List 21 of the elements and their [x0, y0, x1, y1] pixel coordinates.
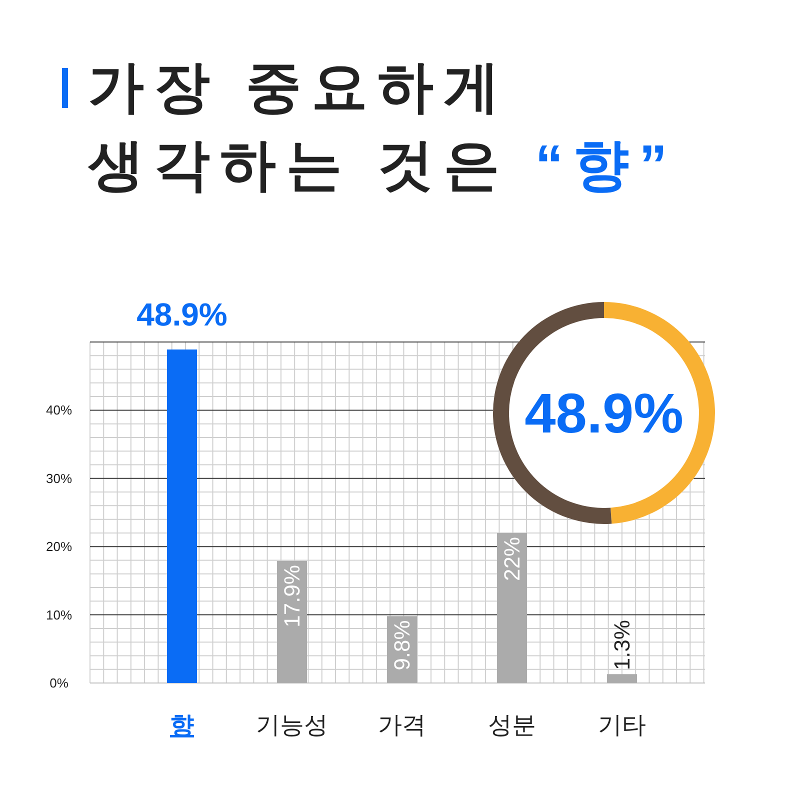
y-tick-label: 40%	[46, 402, 72, 418]
chart-title: 가장 중요하게 생각하는 것은 “향”	[87, 55, 678, 196]
y-tick-label: 30%	[46, 470, 72, 486]
annotation: 48.9%	[524, 382, 684, 444]
x-tick-label: 성분	[488, 712, 536, 739]
x-tick-label: 향	[170, 712, 194, 739]
bar	[607, 674, 637, 683]
data-label: 1.3%	[610, 620, 634, 670]
x-tick-label: 기타	[598, 712, 646, 739]
x-tick-label: 기능성	[256, 712, 328, 739]
data-label: 22%	[500, 536, 524, 582]
data-label: 48.9%	[136, 296, 228, 332]
y-tick-label: 10%	[46, 607, 72, 622]
x-tick-label: 가격	[378, 712, 426, 739]
data-label: 17.9%	[280, 564, 304, 628]
y-tick-label: 20%	[46, 539, 72, 554]
bar	[167, 350, 197, 683]
y-tick-label: 0%	[50, 676, 69, 690]
bar	[277, 560, 307, 683]
data-label: 9.8%	[390, 620, 414, 670]
bar	[497, 532, 527, 683]
